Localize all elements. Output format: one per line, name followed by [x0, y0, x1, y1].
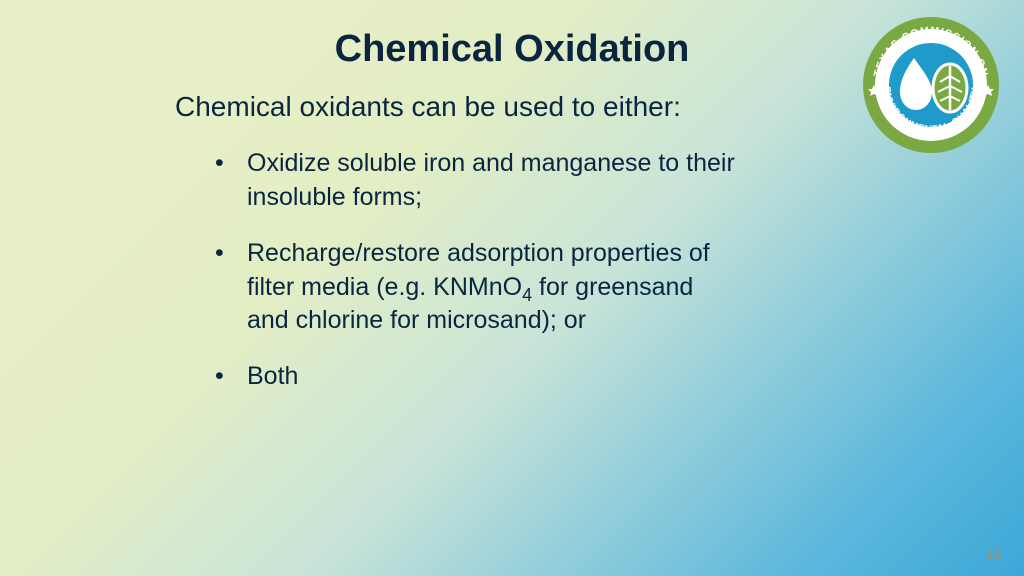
- bullet-list: Oxidize soluble iron and manganese to th…: [215, 147, 735, 394]
- tceq-logo: TEXAS COMMISSION ON ENVIRONMENTAL QUALIT…: [856, 10, 1006, 160]
- slide-title: Chemical Oxidation: [152, 28, 872, 71]
- logo-svg: TEXAS COMMISSION ON ENVIRONMENTAL QUALIT…: [856, 10, 1006, 160]
- slide: TEXAS COMMISSION ON ENVIRONMENTAL QUALIT…: [0, 0, 1024, 576]
- bullet-item: Oxidize soluble iron and manganese to th…: [215, 147, 735, 215]
- bullet-sub: 4: [522, 285, 532, 305]
- bullet-text: Oxidize soluble iron and manganese to th…: [247, 149, 735, 211]
- intro-text: Chemical oxidants can be used to either:: [175, 89, 735, 125]
- page-number: 12: [985, 547, 1002, 564]
- bullet-item: Both: [215, 360, 735, 394]
- bullet-text: Both: [247, 362, 298, 390]
- bullet-item: Recharge/restore adsorption properties o…: [215, 237, 735, 338]
